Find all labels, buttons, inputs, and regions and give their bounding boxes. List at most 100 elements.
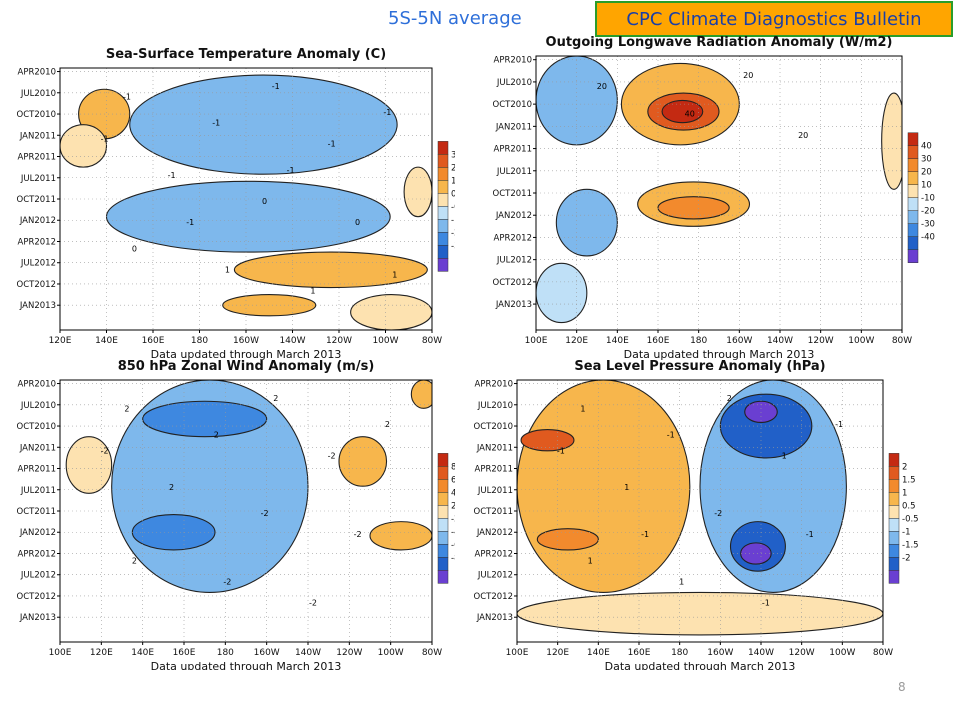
colorbar-swatch: [907, 158, 919, 172]
y-tick-label: APR2012: [18, 237, 56, 247]
y-tick-label: APR2010: [475, 380, 513, 390]
x-tick-label: 160E: [142, 336, 165, 346]
y-tick-label: APR2010: [18, 68, 56, 78]
y-tick-label: APR2010: [494, 56, 532, 66]
contour-label: 20: [798, 131, 808, 140]
colorbar-swatch: [437, 141, 449, 155]
y-tick-label: JUL2012: [477, 571, 513, 581]
contour-label: 1: [624, 483, 629, 492]
colorbar-swatch: [888, 479, 900, 493]
x-tick-label: 120E: [90, 648, 113, 658]
colorbar-label: 1.5: [902, 475, 916, 485]
y-tick-label: OCT2010: [17, 422, 56, 432]
contour-label: -1: [168, 171, 176, 180]
anomaly-region-cold: [129, 74, 398, 175]
x-tick-label: 140E: [587, 648, 610, 658]
anomaly-region-warm: [60, 124, 108, 168]
y-tick-label: JUL2010: [20, 401, 56, 411]
colorbar-label: 2: [451, 163, 455, 173]
colorbar-swatch: [907, 132, 919, 146]
colorbar-label: -1: [451, 215, 455, 225]
anomaly-region-warm: [517, 591, 883, 636]
x-tick-label: 120W: [326, 336, 352, 346]
contour-label: 1: [782, 452, 787, 461]
contour-label: -1: [186, 218, 194, 227]
colorbar-label: -6: [451, 540, 455, 550]
colorbar-swatch: [888, 518, 900, 532]
chart-title: Sea Level Pressure Anomaly (hPa): [574, 359, 825, 374]
zonal-wind-anomaly-panel: 850 hPa Zonal Wind Anomaly (m/s) 2 2 2 -2 2 -2…: [0, 350, 455, 670]
contour-label: -1: [287, 166, 295, 175]
x-axis-label: Data updated through March 2013: [151, 348, 342, 361]
colorbar-label: 2: [451, 501, 455, 511]
anomaly-region-warm: [233, 251, 428, 289]
x-tick-label: 180: [671, 648, 688, 658]
x-tick-label: 140E: [606, 336, 629, 346]
contour-label: 40: [685, 109, 695, 118]
y-tick-label: OCT2011: [474, 507, 513, 517]
y-tick-label: JUL2011: [477, 486, 513, 496]
colorbar-swatch: [437, 531, 449, 545]
y-tick-label: OCT2011: [17, 195, 56, 205]
contour-label: 2: [727, 394, 732, 403]
x-tick-label: 100E: [49, 648, 72, 658]
heatmap-svg: Outgoing Longwave Radiation Anomaly (W/m…: [493, 35, 935, 361]
anomaly-region-cold: [555, 188, 618, 257]
contour-label: -2: [223, 577, 231, 586]
contour-label: -1: [123, 92, 131, 101]
colorbar-label: 30: [921, 155, 932, 165]
contour-label: 20: [743, 71, 753, 80]
colorbar-swatch: [888, 492, 900, 506]
bulletin-banner: CPC Climate Diagnostics Bulletin: [595, 1, 953, 37]
colorbar-label: -2: [902, 553, 910, 563]
x-tick-label: 120W: [789, 648, 815, 658]
y-tick-label: OCT2012: [474, 592, 513, 602]
colorbar-swatch: [437, 245, 449, 259]
anomaly-region-cold: [536, 262, 588, 324]
colorbar-label: 10: [921, 181, 932, 191]
y-tick-label: APR2010: [18, 380, 56, 390]
y-tick-label: JAN2013: [495, 300, 532, 310]
contour-label: 1: [588, 556, 593, 565]
y-tick-label: OCT2012: [17, 280, 56, 290]
y-tick-label: APR2011: [475, 465, 513, 475]
colorbar-label: 6: [451, 475, 455, 485]
contour-label: 2: [214, 431, 219, 440]
heatmap-svg: Sea Level Pressure Anomaly (hPa) 1 -1 2 1 1 -2…: [474, 359, 919, 670]
y-tick-label: JUL2011: [20, 486, 56, 496]
x-tick-label: 160E: [647, 336, 670, 346]
colorbar-swatch: [907, 184, 919, 198]
colorbar-swatch: [437, 492, 449, 506]
anomaly-region-warm: [222, 294, 317, 317]
colorbar-label: 3: [451, 150, 455, 160]
colorbar-swatch: [437, 206, 449, 220]
page-number: 8: [898, 680, 906, 694]
anomaly-region-warm: [65, 436, 113, 494]
colorbar-swatch: [437, 167, 449, 181]
x-tick-label: 100E: [506, 648, 529, 658]
anomaly-region-warm: [657, 196, 730, 220]
x-tick-label: 100E: [525, 336, 548, 346]
y-tick-label: JAN2012: [19, 216, 56, 226]
colorbar-swatch: [437, 154, 449, 168]
colorbar-label: -10: [921, 194, 935, 204]
y-tick-label: JAN2013: [19, 301, 56, 311]
colorbar-label: 40: [921, 142, 932, 152]
x-tick-label: 140W: [295, 648, 321, 658]
x-tick-label: 120E: [546, 648, 569, 658]
y-tick-label: OCT2011: [17, 507, 56, 517]
contour-label: -1: [835, 420, 843, 429]
contour-label: -1: [641, 530, 649, 539]
contour-label: 2: [132, 556, 137, 565]
contour-label: 1: [392, 271, 397, 280]
x-tick-label: 120E: [49, 336, 72, 346]
anomaly-region-warm: [520, 429, 575, 452]
colorbar-swatch: [907, 210, 919, 224]
anomaly-region-warm: [881, 92, 902, 190]
colorbar-label: -1.5: [902, 540, 919, 550]
anomaly-region-cold: [740, 542, 772, 565]
contour-label: -1: [328, 140, 336, 149]
slp-anomaly-panel: Sea Level Pressure Anomaly (hPa) 1 -1 2 1 1 -2…: [462, 350, 960, 670]
y-tick-label: APR2011: [18, 153, 56, 163]
x-axis-label: Data updated through March 2013: [151, 660, 342, 670]
